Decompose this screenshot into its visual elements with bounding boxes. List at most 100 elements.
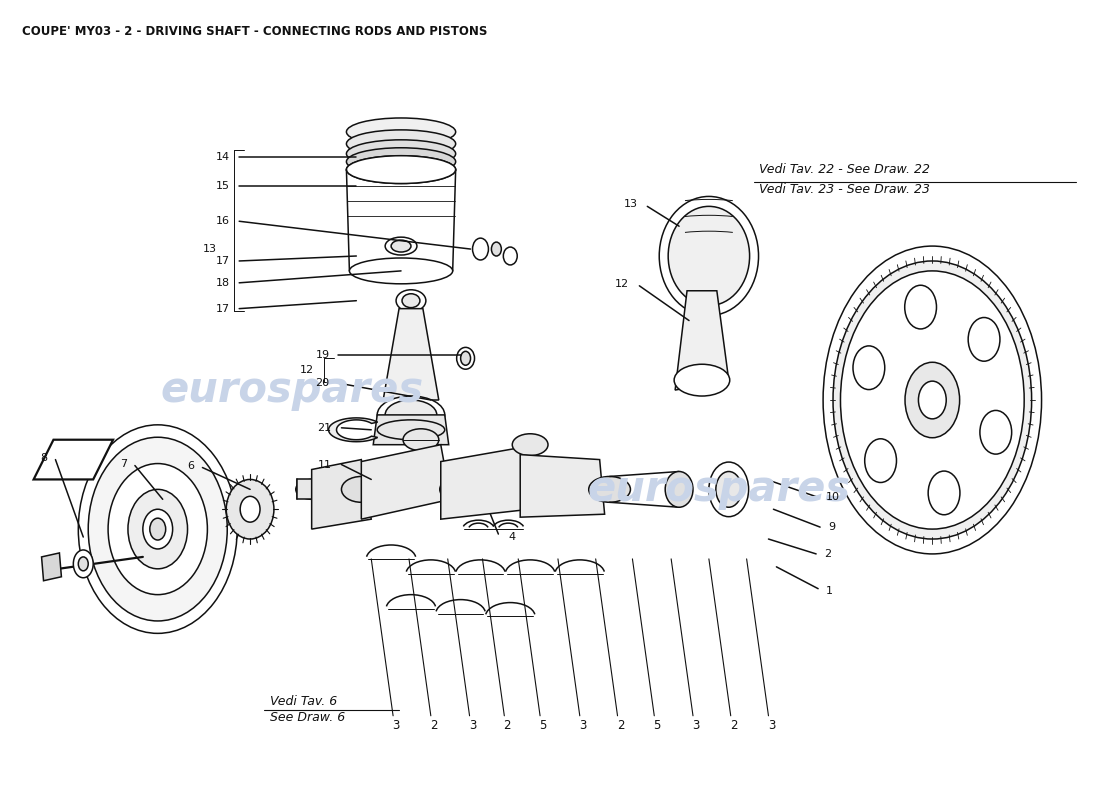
Text: 12: 12 (615, 279, 629, 289)
Text: eurospares: eurospares (161, 369, 424, 411)
Text: Vedi Tav. 6: Vedi Tav. 6 (270, 695, 338, 708)
Polygon shape (34, 440, 113, 479)
Text: 3: 3 (469, 719, 476, 732)
Ellipse shape (143, 510, 173, 549)
Ellipse shape (78, 425, 238, 634)
Text: 14: 14 (216, 152, 230, 162)
Ellipse shape (346, 148, 455, 175)
Ellipse shape (296, 479, 328, 499)
Ellipse shape (150, 518, 166, 540)
Text: 3: 3 (579, 719, 586, 732)
Polygon shape (675, 290, 728, 390)
Ellipse shape (668, 206, 749, 306)
Ellipse shape (128, 490, 187, 569)
Ellipse shape (708, 462, 749, 517)
Ellipse shape (346, 140, 455, 168)
Text: 9: 9 (828, 522, 835, 532)
Ellipse shape (346, 130, 455, 158)
Ellipse shape (456, 347, 474, 370)
Text: 2: 2 (504, 719, 512, 732)
Ellipse shape (346, 156, 455, 183)
Text: 3: 3 (692, 719, 700, 732)
Ellipse shape (461, 351, 471, 366)
Text: 8: 8 (41, 453, 47, 462)
Text: 10: 10 (826, 492, 840, 502)
Ellipse shape (674, 364, 729, 396)
Ellipse shape (666, 471, 693, 507)
Text: Vedi Tav. 22 - See Draw. 22: Vedi Tav. 22 - See Draw. 22 (759, 163, 929, 176)
Text: 16: 16 (217, 216, 230, 226)
Polygon shape (297, 479, 327, 499)
Ellipse shape (823, 246, 1042, 554)
Ellipse shape (928, 471, 960, 514)
Text: 18: 18 (216, 278, 230, 288)
Text: 13: 13 (624, 199, 637, 210)
Text: 5: 5 (653, 719, 661, 732)
Ellipse shape (588, 477, 630, 502)
Ellipse shape (513, 434, 548, 456)
Text: 2: 2 (730, 719, 737, 732)
Text: 4: 4 (508, 532, 516, 542)
Ellipse shape (980, 410, 1012, 454)
Ellipse shape (440, 477, 482, 502)
Polygon shape (383, 309, 439, 400)
Ellipse shape (377, 420, 444, 440)
Text: 21: 21 (318, 423, 331, 433)
Text: Vedi Tav. 23 - See Draw. 23: Vedi Tav. 23 - See Draw. 23 (759, 183, 929, 196)
Ellipse shape (396, 290, 426, 312)
Text: 17: 17 (216, 256, 230, 266)
Ellipse shape (904, 286, 936, 329)
Ellipse shape (108, 463, 208, 594)
Polygon shape (42, 553, 62, 581)
Ellipse shape (227, 479, 274, 539)
Ellipse shape (403, 429, 439, 450)
Ellipse shape (968, 318, 1000, 362)
Text: 11: 11 (318, 459, 331, 470)
Text: 15: 15 (217, 182, 230, 191)
Text: 17: 17 (216, 304, 230, 314)
Ellipse shape (865, 438, 896, 482)
Text: 7: 7 (120, 458, 127, 469)
Text: 20: 20 (316, 378, 330, 388)
Ellipse shape (350, 258, 453, 284)
Ellipse shape (905, 362, 959, 438)
Ellipse shape (918, 381, 946, 419)
Text: 3: 3 (768, 719, 776, 732)
Ellipse shape (377, 396, 444, 434)
Ellipse shape (385, 400, 437, 430)
Text: 2: 2 (430, 719, 438, 732)
Polygon shape (311, 459, 372, 529)
Text: 12: 12 (299, 366, 314, 375)
Ellipse shape (852, 346, 884, 390)
Text: COUPE' MY03 - 2 - DRIVING SHAFT - CONNECTING RODS AND PISTONS: COUPE' MY03 - 2 - DRIVING SHAFT - CONNEC… (22, 25, 487, 38)
Text: 5: 5 (539, 719, 547, 732)
Polygon shape (520, 454, 605, 517)
Polygon shape (361, 445, 451, 519)
Ellipse shape (492, 242, 502, 256)
Text: 1: 1 (826, 586, 833, 596)
Ellipse shape (833, 261, 1032, 539)
Ellipse shape (473, 238, 488, 260)
Text: 2: 2 (617, 719, 625, 732)
Polygon shape (441, 448, 530, 519)
Ellipse shape (392, 240, 411, 252)
Ellipse shape (78, 557, 88, 571)
Ellipse shape (840, 271, 1024, 529)
Ellipse shape (346, 118, 455, 146)
Text: 19: 19 (316, 350, 330, 360)
Ellipse shape (402, 294, 420, 308)
Ellipse shape (88, 438, 228, 621)
Text: eurospares: eurospares (587, 468, 850, 510)
Text: 6: 6 (187, 461, 195, 470)
Ellipse shape (74, 550, 94, 578)
Text: 2: 2 (824, 549, 832, 559)
Ellipse shape (385, 237, 417, 255)
Ellipse shape (346, 156, 455, 183)
Ellipse shape (659, 197, 759, 315)
Text: See Draw. 6: See Draw. 6 (270, 711, 345, 724)
Ellipse shape (240, 496, 260, 522)
Ellipse shape (716, 471, 741, 507)
Polygon shape (373, 415, 449, 445)
Ellipse shape (504, 247, 517, 265)
Ellipse shape (341, 477, 382, 502)
